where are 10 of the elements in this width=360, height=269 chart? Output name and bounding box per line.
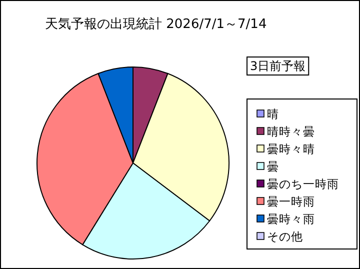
legend-label: 晴	[267, 107, 279, 121]
legend-label: 晴時々曇	[267, 124, 315, 138]
legend-label: 曇のち一時雨	[267, 177, 339, 191]
legend-label: その他	[267, 230, 303, 244]
legend-label: 曇時々雨	[267, 212, 315, 226]
legend-label: 曇時々晴	[267, 142, 315, 156]
chart-title: 天気予報の出現統計 2026/7/1～7/14	[45, 17, 267, 32]
legend-label: 曇	[267, 160, 279, 174]
legend-label: 曇一時雨	[267, 194, 315, 208]
text: 3日前予報	[250, 59, 306, 73]
